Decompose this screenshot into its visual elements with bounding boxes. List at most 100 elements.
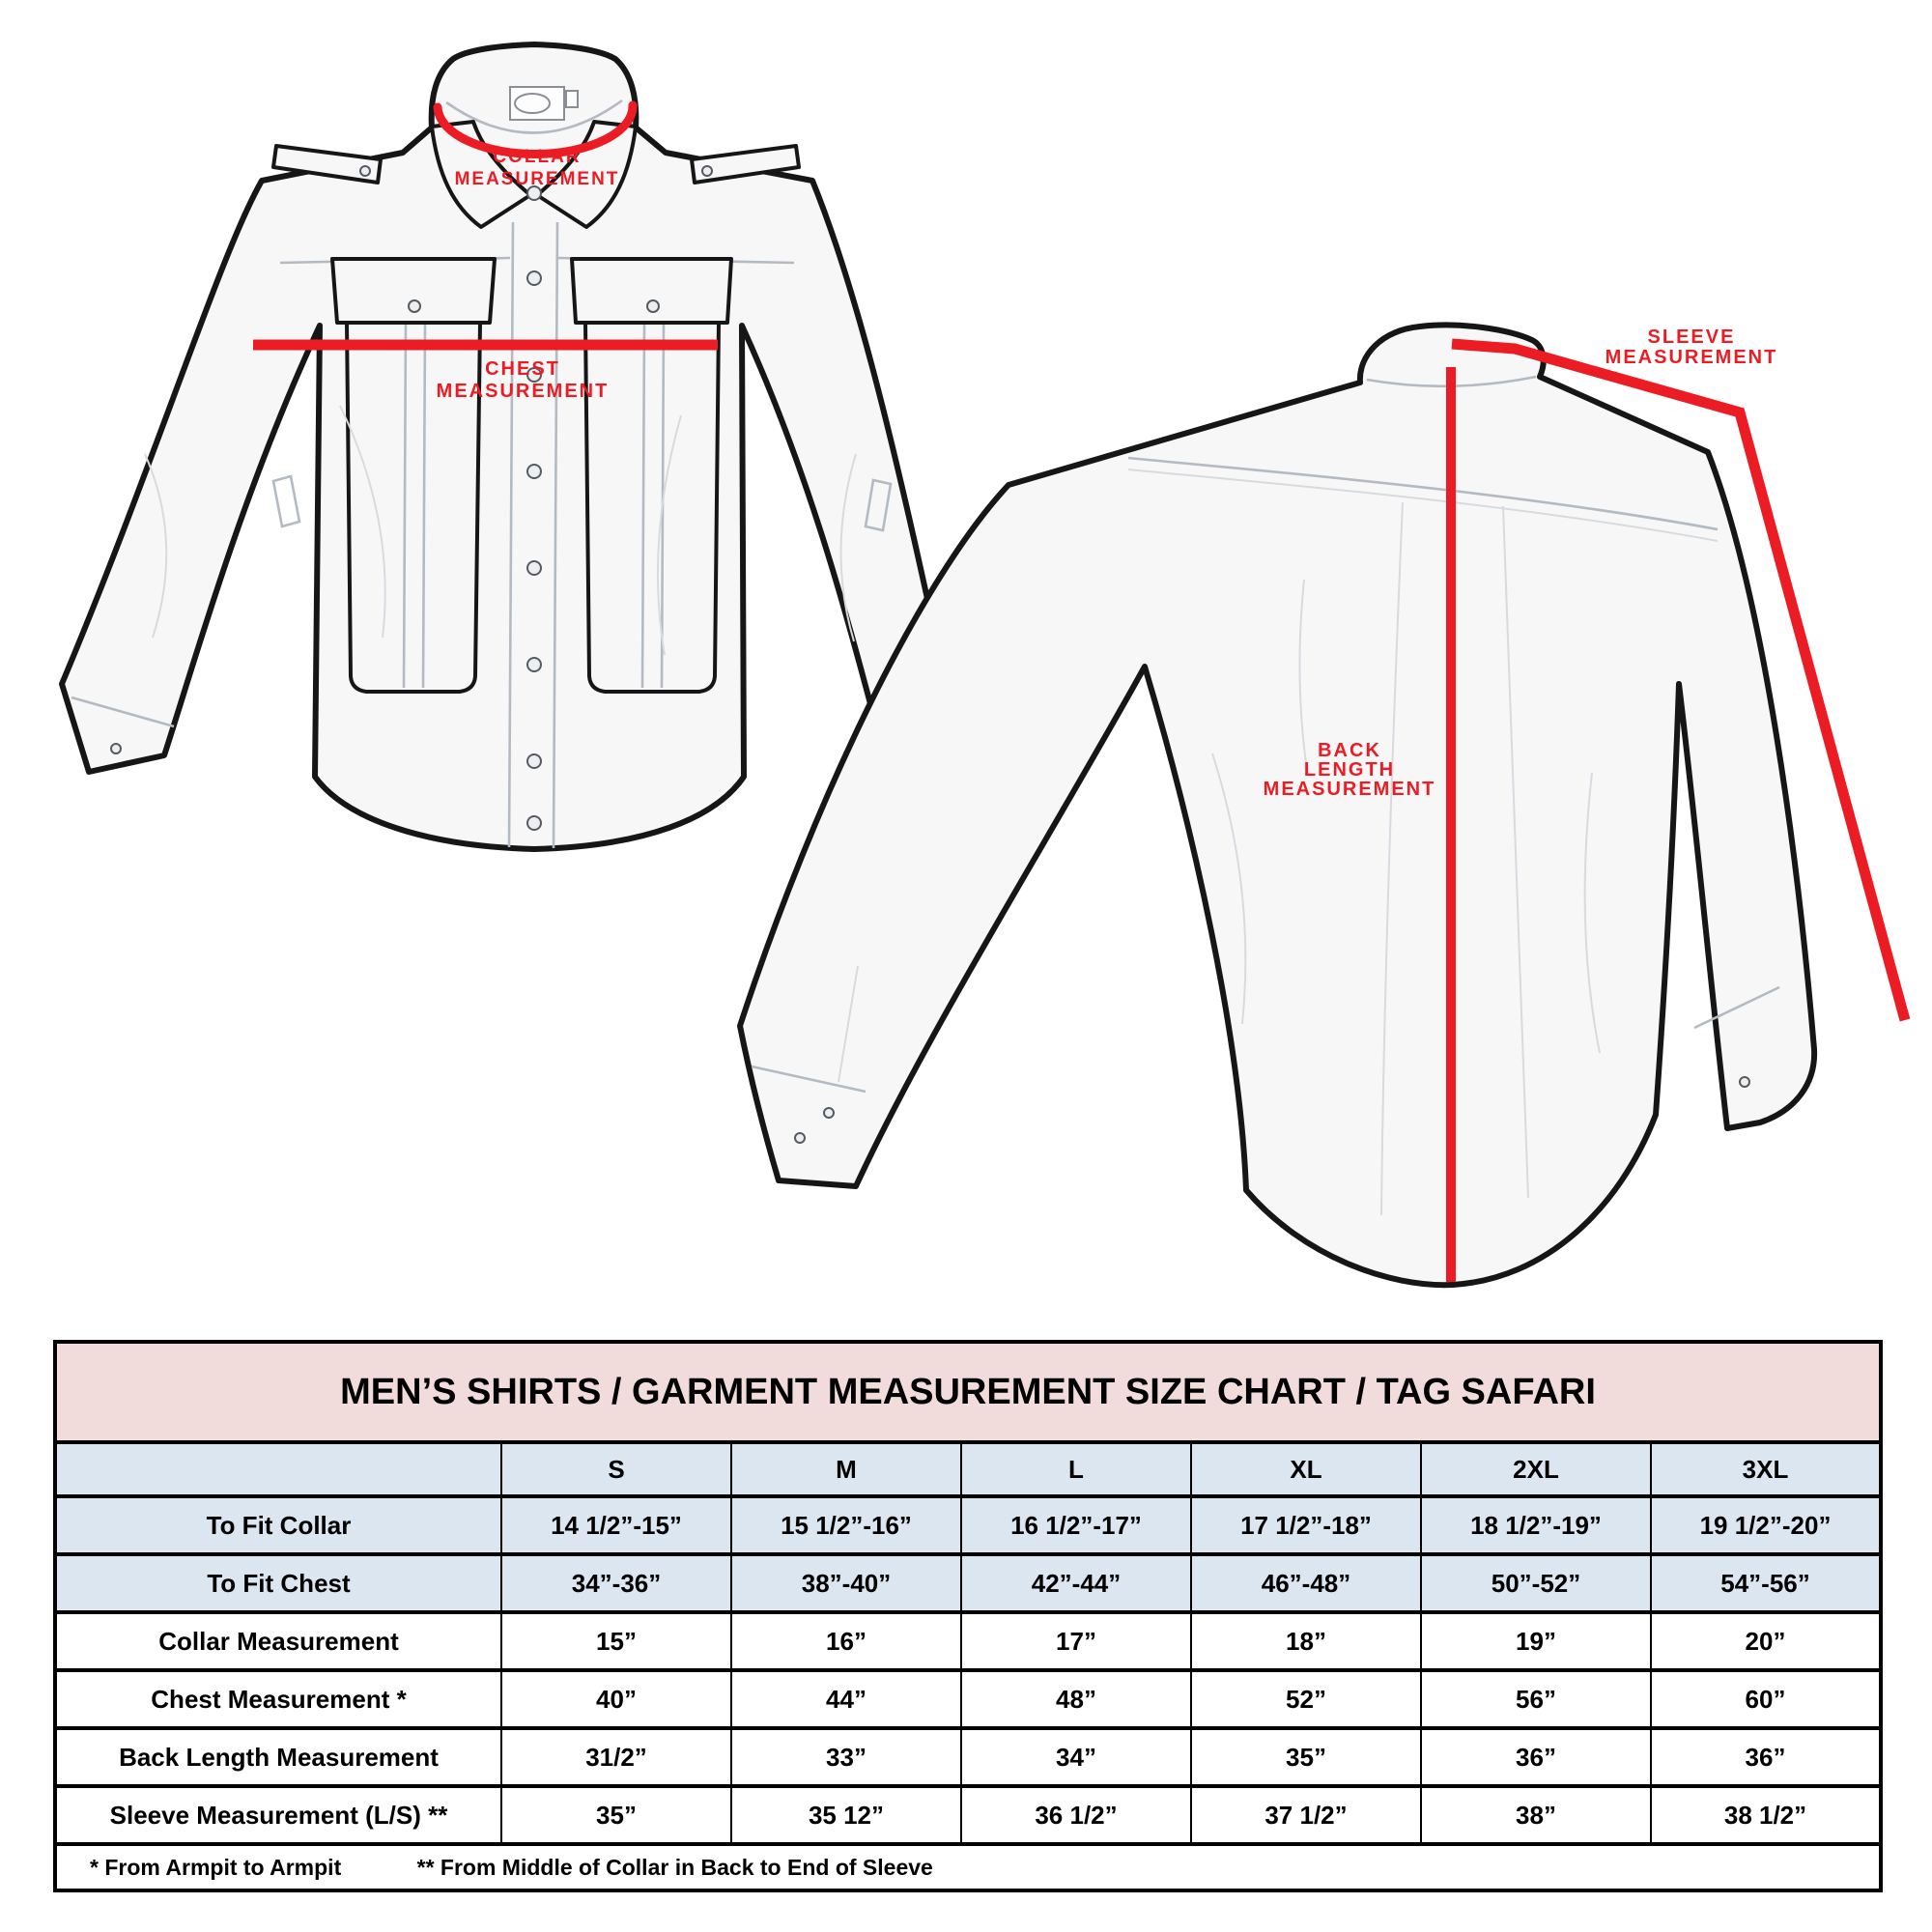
chest-measurement-label-line2: MEASUREMENT bbox=[437, 381, 610, 402]
value-cell: 14 1/2”-15” bbox=[500, 1494, 732, 1556]
value-cell: 18 1/2”-19” bbox=[1420, 1494, 1652, 1556]
left-pocket-button bbox=[408, 299, 421, 313]
row-label: Sleeve Measurement (L/S) ** bbox=[54, 1784, 502, 1846]
value-cell: 36” bbox=[1420, 1726, 1652, 1788]
brand-label bbox=[509, 86, 565, 121]
chart-title: MEN’S SHIRTS / GARMENT MEASUREMENT SIZE … bbox=[53, 1340, 1883, 1444]
value-cell: 20” bbox=[1649, 1610, 1883, 1672]
size-header-2xl: 2XL bbox=[1420, 1440, 1652, 1498]
value-cell: 18” bbox=[1190, 1610, 1422, 1672]
size-header-m: M bbox=[730, 1440, 962, 1498]
value-cell: 17 1/2”-18” bbox=[1190, 1494, 1422, 1556]
back-shirt-body bbox=[737, 322, 1818, 1289]
front-shirt-diagram: COLLAR MEASUREMENT CHEST MEASUREMENT bbox=[59, 42, 962, 852]
front-placket bbox=[507, 221, 559, 849]
back-left-sleeve-placket bbox=[838, 965, 859, 1083]
right-pocket bbox=[583, 321, 721, 694]
left-cuff-button bbox=[110, 743, 122, 754]
button bbox=[526, 753, 542, 769]
size-header-row: S M L XL 2XL 3XL bbox=[54, 1440, 1883, 1498]
value-cell: 48” bbox=[960, 1668, 1192, 1730]
back-left-cuff-button bbox=[794, 1132, 806, 1144]
corner-cell bbox=[54, 1440, 502, 1498]
collar-measurement-arc bbox=[433, 100, 638, 158]
size-header-s: S bbox=[500, 1440, 732, 1498]
table-row-collar-measurement: Collar Measurement 15” 16” 17” 18” 19” 2… bbox=[54, 1610, 1883, 1672]
button bbox=[526, 185, 542, 201]
table-row-chest-measurement: Chest Measurement * 40” 44” 48” 52” 56” … bbox=[54, 1668, 1883, 1730]
size-header-xl: XL bbox=[1190, 1440, 1422, 1498]
sleeve-measurement-label-line2: MEASUREMENT bbox=[1605, 347, 1778, 368]
value-cell: 40” bbox=[500, 1668, 732, 1730]
value-cell: 15 1/2”-16” bbox=[730, 1494, 962, 1556]
front-collar-right-point bbox=[535, 120, 638, 229]
row-label: To Fit Chest bbox=[54, 1552, 502, 1614]
placket-buttons bbox=[526, 185, 542, 831]
row-label: To Fit Collar bbox=[54, 1494, 502, 1556]
front-collar-left-point bbox=[430, 120, 532, 229]
size-header-l: L bbox=[960, 1440, 1192, 1498]
value-cell: 52” bbox=[1190, 1668, 1422, 1730]
chest-measurement-label-line1: CHEST bbox=[485, 358, 560, 380]
right-pocket-button bbox=[646, 299, 660, 313]
value-cell: 56” bbox=[1420, 1668, 1652, 1730]
table-row-sleeve-measurement: Sleeve Measurement (L/S) ** 35” 35 12” 3… bbox=[54, 1784, 1883, 1846]
value-cell: 38” bbox=[1420, 1784, 1652, 1846]
left-cuff-seam bbox=[71, 696, 175, 728]
button bbox=[526, 270, 542, 286]
left-epaulet-button bbox=[359, 165, 371, 177]
brand-logo-oval bbox=[514, 93, 551, 114]
value-cell: 60” bbox=[1649, 1668, 1883, 1730]
button bbox=[526, 464, 542, 479]
footnote-cell: * From Armpit to Armpit ** From Middle o… bbox=[53, 1842, 1883, 1892]
size-tag bbox=[565, 90, 579, 108]
size-chart: MEN’S SHIRTS / GARMENT MEASUREMENT SIZE … bbox=[53, 1340, 1884, 1892]
back-right-cuff-seam bbox=[1693, 985, 1780, 1030]
value-cell: 17” bbox=[960, 1610, 1192, 1672]
value-cell: 54”-56” bbox=[1649, 1552, 1883, 1614]
row-label: Collar Measurement bbox=[54, 1610, 502, 1672]
value-cell: 36 1/2” bbox=[960, 1784, 1192, 1846]
table-row-back-length-measurement: Back Length Measurement 31/2” 33” 34” 35… bbox=[54, 1726, 1883, 1788]
button bbox=[526, 367, 542, 383]
value-cell: 15” bbox=[500, 1610, 732, 1672]
front-right-epaulet bbox=[690, 144, 801, 185]
button bbox=[526, 657, 542, 672]
row-label: Back Length Measurement bbox=[54, 1726, 502, 1788]
front-wrinkles bbox=[144, 405, 857, 656]
front-collar-inner-seam bbox=[445, 99, 623, 134]
back-left-cuff-seam bbox=[751, 1065, 867, 1094]
table-row-to-fit-collar: To Fit Collar 14 1/2”-15” 15 1/2”-16” 16… bbox=[54, 1494, 1883, 1556]
collar-measurement-label-line1: COLLAR bbox=[493, 147, 581, 167]
back-yoke-seam bbox=[1127, 456, 1719, 531]
back-yoke-stitch bbox=[1127, 469, 1719, 542]
value-cell: 50”-52” bbox=[1420, 1552, 1652, 1614]
footnote-row: * From Armpit to Armpit ** From Middle o… bbox=[53, 1842, 1883, 1892]
value-cell: 38 1/2” bbox=[1649, 1784, 1883, 1846]
value-cell: 31/2” bbox=[500, 1726, 732, 1788]
value-cell: 44” bbox=[730, 1668, 962, 1730]
sleeve-measurement-line bbox=[1451, 338, 1911, 1022]
front-left-epaulet bbox=[271, 144, 383, 185]
table-row-to-fit-chest: To Fit Chest 34”-36” 38”-40” 42”-44” 46”… bbox=[54, 1552, 1883, 1614]
right-pocket-flap bbox=[570, 257, 733, 325]
value-cell: 46”-48” bbox=[1190, 1552, 1422, 1614]
value-cell: 37 1/2” bbox=[1190, 1784, 1422, 1846]
back-shirt-diagram: BACK LENGTH MEASUREMENT SLEEVE MEASUREME… bbox=[737, 322, 1911, 1289]
value-cell: 34” bbox=[960, 1726, 1192, 1788]
footnote-sleeve: ** From Middle of Collar in Back to End … bbox=[416, 1854, 933, 1880]
value-cell: 16” bbox=[730, 1610, 962, 1672]
back-length-label-line2: LENGTH bbox=[1304, 759, 1395, 781]
footnote-armpit: * From Armpit to Armpit bbox=[90, 1854, 342, 1880]
value-cell: 35 12” bbox=[730, 1784, 962, 1846]
back-wrinkles bbox=[1211, 579, 1601, 1054]
right-sleeve-roll-tab bbox=[864, 478, 893, 532]
value-cell: 34”-36” bbox=[500, 1552, 732, 1614]
row-label: Chest Measurement * bbox=[54, 1668, 502, 1730]
value-cell: 35” bbox=[1190, 1726, 1422, 1788]
value-cell: 33” bbox=[730, 1726, 962, 1788]
back-length-label-line3: MEASUREMENT bbox=[1264, 779, 1436, 800]
left-sleeve-roll-tab bbox=[271, 474, 301, 528]
button bbox=[526, 815, 542, 831]
